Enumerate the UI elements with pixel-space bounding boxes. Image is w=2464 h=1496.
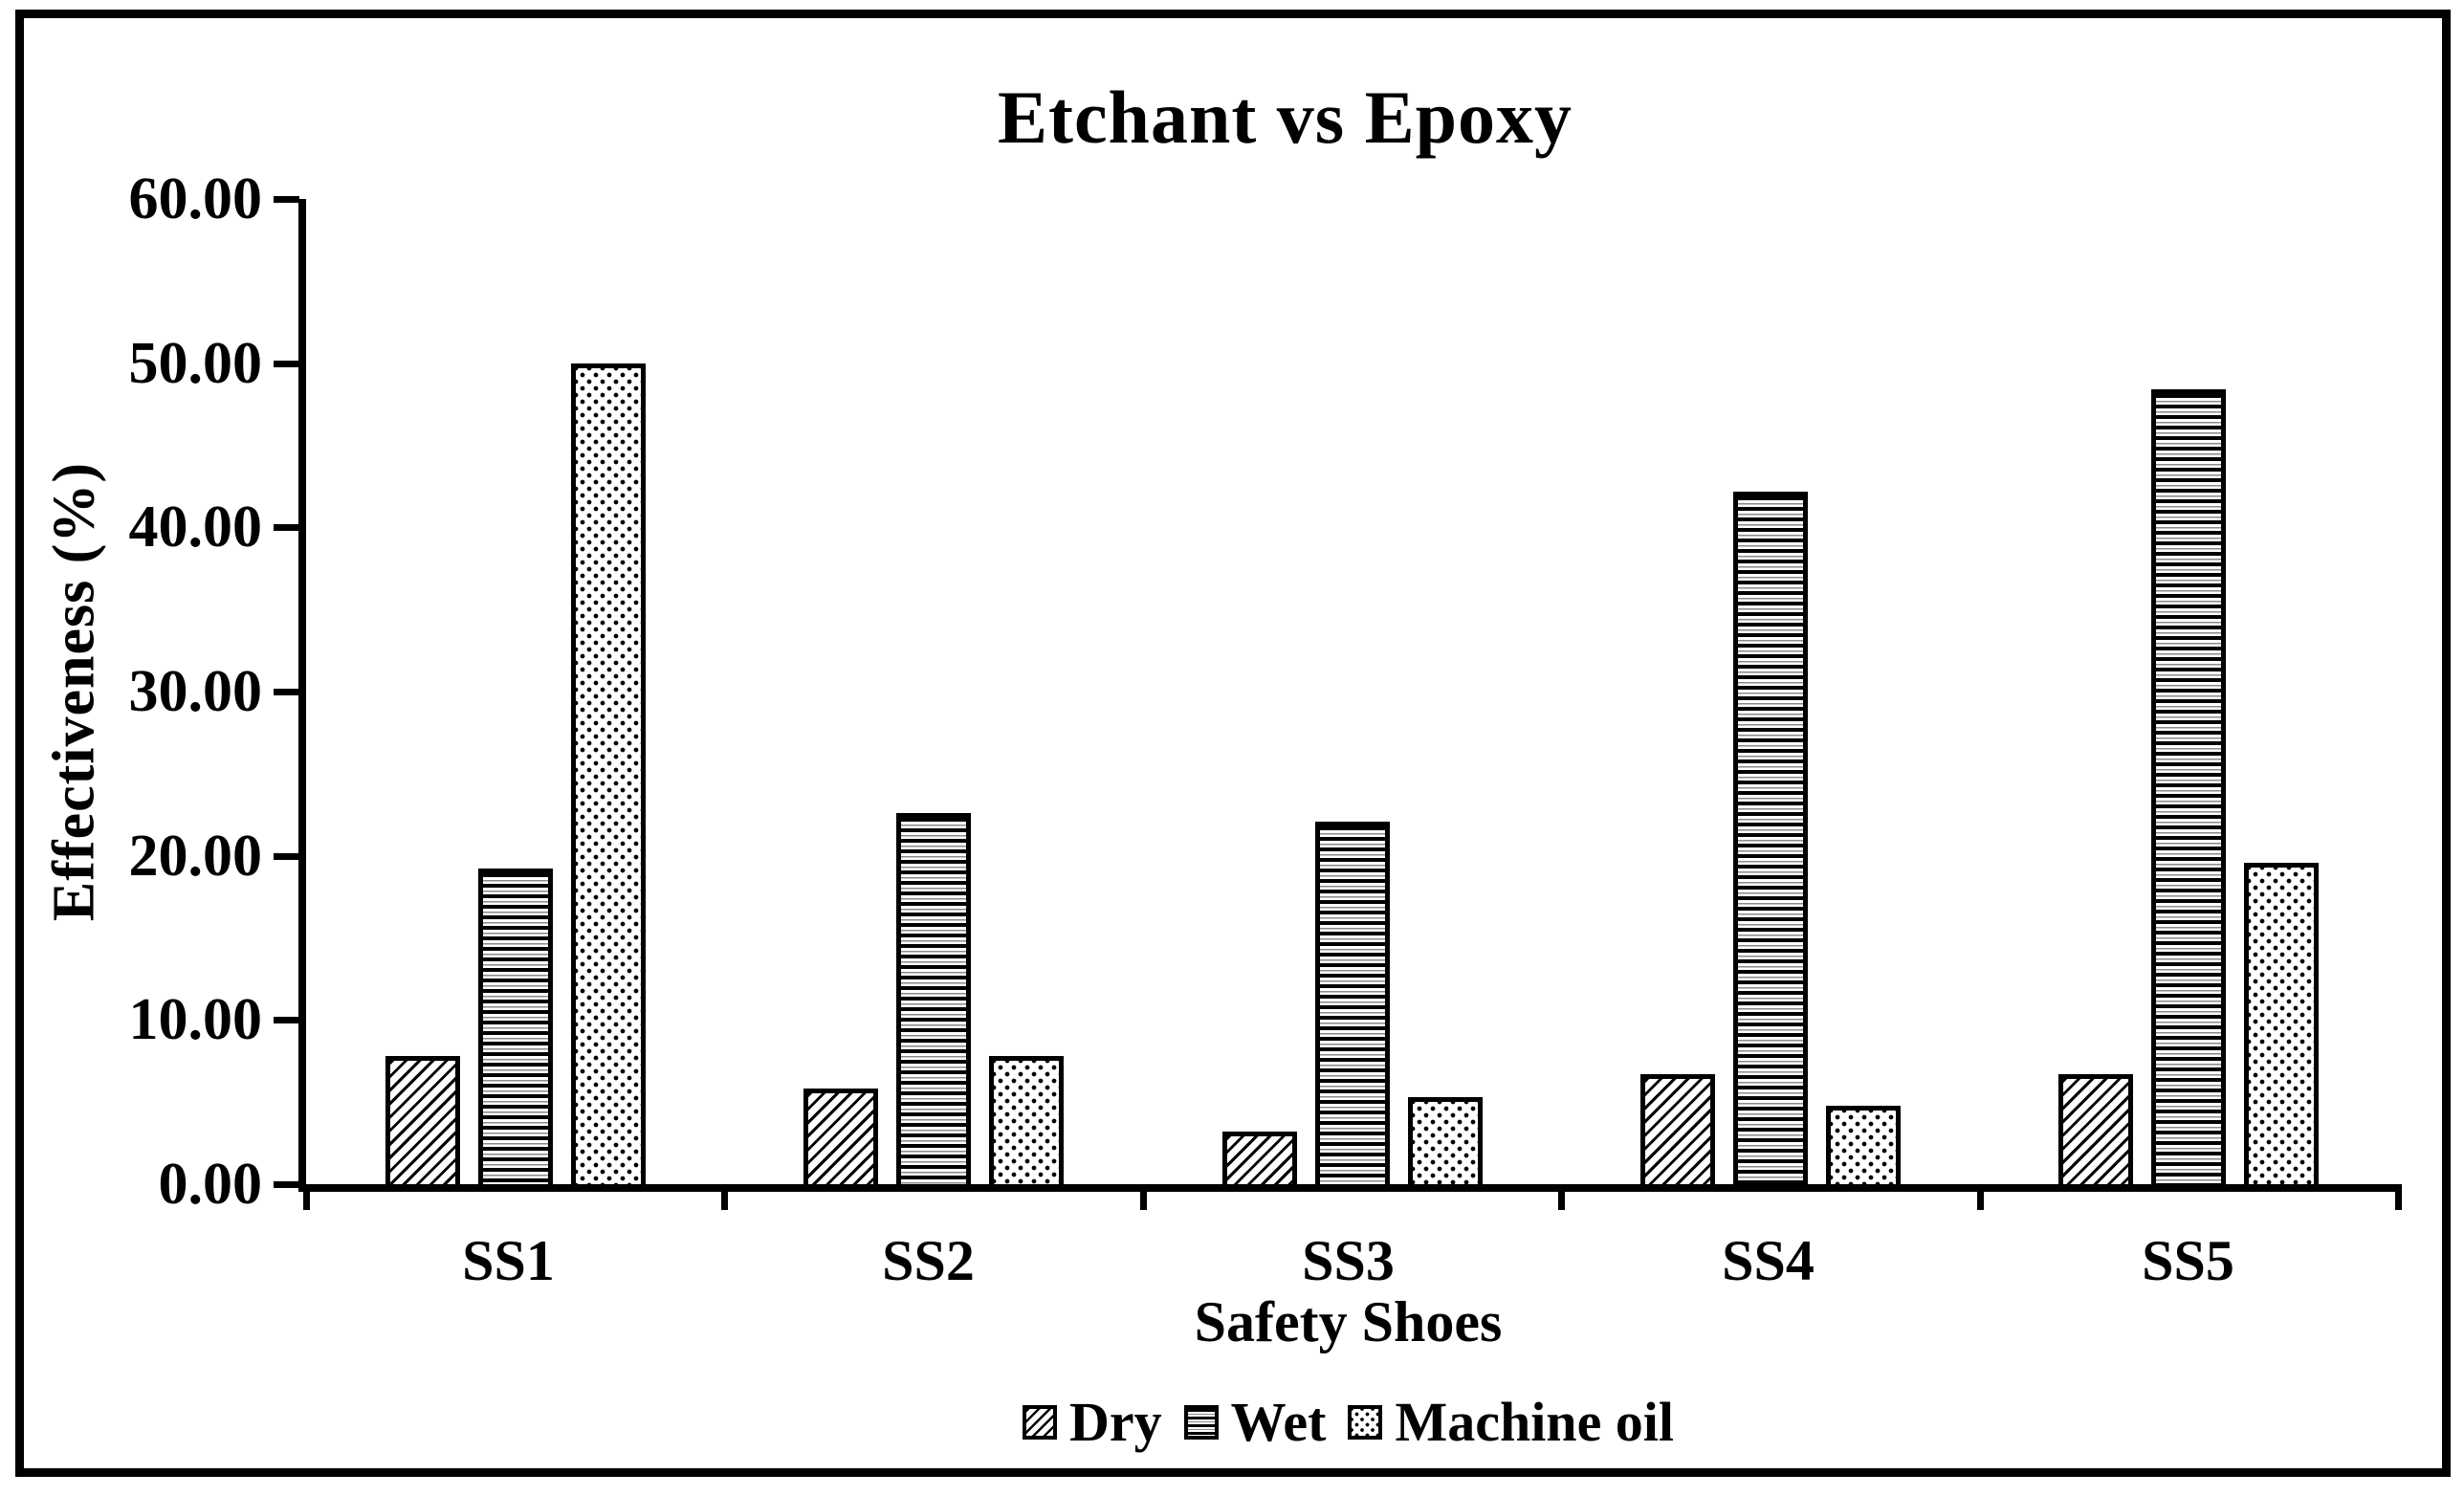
y-tick-label: 60.00 [128, 166, 263, 231]
y-tick-label: 10.00 [128, 987, 263, 1053]
category-labels-row: SS1 SS2 SS3 SS4 SS5 [298, 1232, 2398, 1289]
bar-wet-ss4 [1732, 491, 1808, 1184]
bar-wet-ss2 [896, 813, 972, 1184]
legend: Dry Wet Machine oil [298, 1395, 2398, 1450]
bar-group-ss5 [1980, 199, 2398, 1184]
y-tick [274, 360, 299, 367]
y-tick-label: 0.00 [158, 1152, 263, 1217]
y-tick [274, 196, 299, 203]
legend-label: Wet [1230, 1391, 1327, 1453]
bar-wet-ss1 [477, 869, 553, 1184]
category-label-ss5: SS5 [2142, 1229, 2234, 1292]
y-tick-label: 50.00 [128, 330, 263, 396]
legend-label: Dry [1068, 1391, 1162, 1453]
bar-wet-ss5 [2151, 389, 2227, 1184]
bar-machine-oil-ss5 [2244, 862, 2320, 1184]
plot-area: 0.00 10.00 20.00 30.00 40.00 50.00 60.00 [129, 169, 2402, 1214]
category-label-ss2: SS2 [882, 1229, 975, 1292]
x-tick [2395, 1184, 2402, 1210]
bar-group-ss4 [1561, 199, 1979, 1184]
bar-group-ss1 [306, 199, 724, 1184]
bar-dry-ss4 [1639, 1073, 1715, 1184]
y-tick [274, 852, 299, 860]
chart-title: Etchant vs Epoxy [997, 76, 1573, 159]
bar-machine-oil-ss3 [1407, 1097, 1483, 1184]
bar-wet-ss3 [1314, 821, 1390, 1184]
category-label-ss1: SS1 [462, 1229, 555, 1292]
category-label-ss4: SS4 [1722, 1229, 1815, 1292]
y-tick-label: 20.00 [128, 823, 263, 889]
chart-border-frame [15, 10, 2451, 1477]
category-label-ss3: SS3 [1302, 1229, 1395, 1292]
legend-swatch-wet [1183, 1405, 1219, 1440]
legend-swatch-machine-oil [1348, 1405, 1383, 1440]
x-tick [1139, 1184, 1147, 1210]
x-tick [721, 1184, 729, 1210]
bar-dry-ss1 [385, 1056, 460, 1184]
bar-dry-ss2 [803, 1089, 879, 1184]
legend-swatch-dry [1022, 1405, 1057, 1440]
legend-item-machine-oil: Machine oil [1348, 1395, 1674, 1450]
y-tick-label: 40.00 [128, 495, 263, 561]
bar-machine-oil-ss1 [570, 363, 646, 1184]
x-tick [1558, 1184, 1566, 1210]
y-axis-title: Effectiveness (%) [41, 461, 107, 922]
y-tick [274, 689, 299, 695]
bar-group-ss2 [724, 199, 1142, 1184]
bar-group-ss3 [1143, 199, 1561, 1184]
x-tick [1976, 1184, 1984, 1210]
legend-item-dry: Dry [1022, 1391, 1162, 1453]
y-tick [274, 1017, 299, 1024]
bar-dry-ss3 [1221, 1132, 1297, 1184]
legend-label: Machine oil [1395, 1391, 1675, 1453]
bar-machine-oil-ss2 [989, 1056, 1065, 1184]
x-tick [303, 1184, 310, 1210]
y-tick [274, 524, 299, 532]
x-axis-title: Safety Shoes [1194, 1290, 1503, 1353]
bar-machine-oil-ss4 [1825, 1105, 1901, 1184]
bar-dry-ss5 [2058, 1073, 2134, 1184]
bar-groups [306, 199, 2398, 1184]
legend-item-wet: Wet [1183, 1391, 1327, 1453]
y-tick-label: 30.00 [128, 659, 263, 724]
y-tick [274, 1181, 299, 1188]
